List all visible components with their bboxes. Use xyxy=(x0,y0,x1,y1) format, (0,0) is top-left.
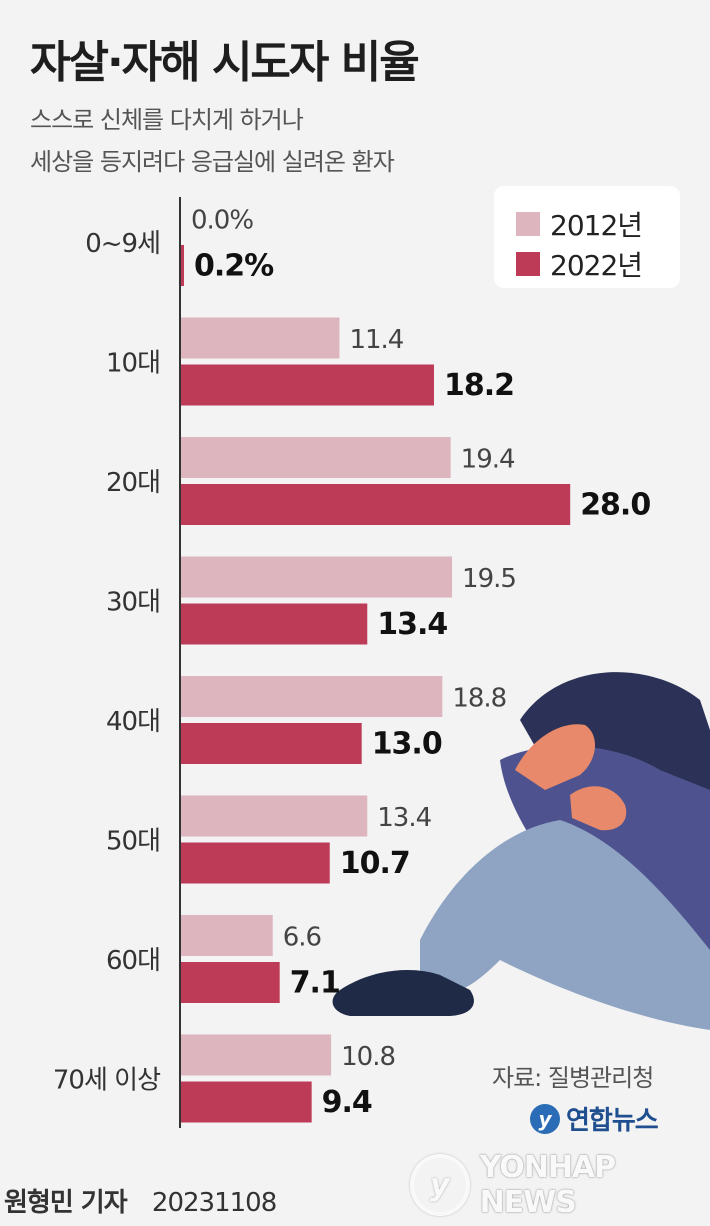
bar-2012 xyxy=(181,437,451,478)
bar-2012 xyxy=(181,556,453,598)
bars-layer: 0~9세 0.0% 0.2% 10대 11.4 18.2 20대 19.4 28.0 30대 19.… xyxy=(53,206,651,1123)
yonhap-logo-text: 연합뉴스 xyxy=(566,1106,659,1136)
value-label-2022: 18.2 xyxy=(444,368,514,403)
value-label-2012: 18.8 xyxy=(452,684,506,714)
legend-label-2012: 2012년 xyxy=(550,209,643,242)
category-label: 60대 xyxy=(106,946,160,976)
credit-date: 20231108 xyxy=(151,1188,277,1218)
chart-subtitle-line-1: 스스로 신체를 다치게 하거나 xyxy=(30,106,304,134)
value-label-2022: 0.2% xyxy=(194,249,274,284)
category-label: 0~9세 xyxy=(85,229,160,259)
legend-swatch-2012 xyxy=(516,212,540,236)
category-label: 40대 xyxy=(106,707,160,737)
value-label-2012: 19.5 xyxy=(462,564,516,594)
value-label-2022: 7.1 xyxy=(290,966,340,1001)
illustration-shoe xyxy=(332,970,474,1016)
legend-item-2012: 2012년 xyxy=(516,204,643,244)
legend-label-2022: 2022년 xyxy=(550,249,643,282)
watermark-icon: y xyxy=(410,1154,470,1216)
legend-item-2022: 2022년 xyxy=(516,244,643,284)
category-label: 50대 xyxy=(106,827,160,857)
legend-swatch-2022 xyxy=(516,252,540,276)
bar-2012 xyxy=(181,317,340,359)
chart-subtitle-line-2: 세상을 등지려다 응급실에 실려온 환자 xyxy=(30,148,395,176)
value-label-2012: 13.4 xyxy=(377,803,431,833)
watermark-text: YONHAP NEWS xyxy=(479,1150,617,1220)
bar-2022 xyxy=(181,962,280,1003)
credit: 원형민 기자 20231108 xyxy=(4,1182,277,1219)
value-label-2022: 13.0 xyxy=(372,727,442,762)
value-label-2012: 19.4 xyxy=(461,445,515,475)
illustration-arm xyxy=(515,724,596,790)
watermark: y YONHAP NEWS xyxy=(410,1150,710,1220)
value-label-2012: 11.4 xyxy=(349,325,403,355)
value-label-2022: 13.4 xyxy=(377,607,447,642)
bar-2022 xyxy=(181,364,434,406)
bar-2012 xyxy=(181,676,443,717)
category-label: 70세 이상 xyxy=(53,1066,160,1096)
bar-2012 xyxy=(181,795,368,837)
yonhap-logo: y 연합뉴스 xyxy=(530,1100,659,1137)
bar-2022 xyxy=(181,484,571,525)
illustration-hand xyxy=(570,786,627,831)
data-source: 자료: 질병관리청 xyxy=(492,1064,654,1092)
bar-2012 xyxy=(181,1034,332,1076)
bar-2012 xyxy=(181,915,273,956)
category-label: 30대 xyxy=(106,588,160,618)
value-label-2022: 28.0 xyxy=(580,488,650,523)
illustration-jeans xyxy=(420,820,710,1030)
crying-person-illustration xyxy=(332,672,710,1030)
value-label-2012: 6.6 xyxy=(283,923,321,953)
bar-2022 xyxy=(181,723,362,764)
yonhap-logo-icon: y xyxy=(530,1103,560,1134)
category-label: 10대 xyxy=(106,349,160,379)
category-label: 20대 xyxy=(106,468,160,498)
legend: 2012년 2022년 xyxy=(494,186,680,288)
bar-2022 xyxy=(181,603,368,645)
bar-2022 xyxy=(181,1081,312,1123)
chart-title: 자살·자해 시도자 비율 xyxy=(30,37,420,88)
value-label-2012: 0.0% xyxy=(191,206,253,236)
bar-2022 xyxy=(181,842,330,884)
bar-2022 xyxy=(181,245,184,286)
value-label-2022: 10.7 xyxy=(340,846,410,881)
credit-author: 원형민 기자 xyxy=(4,1188,128,1218)
value-label-2022: 9.4 xyxy=(322,1085,372,1120)
value-label-2012: 10.8 xyxy=(341,1042,395,1072)
